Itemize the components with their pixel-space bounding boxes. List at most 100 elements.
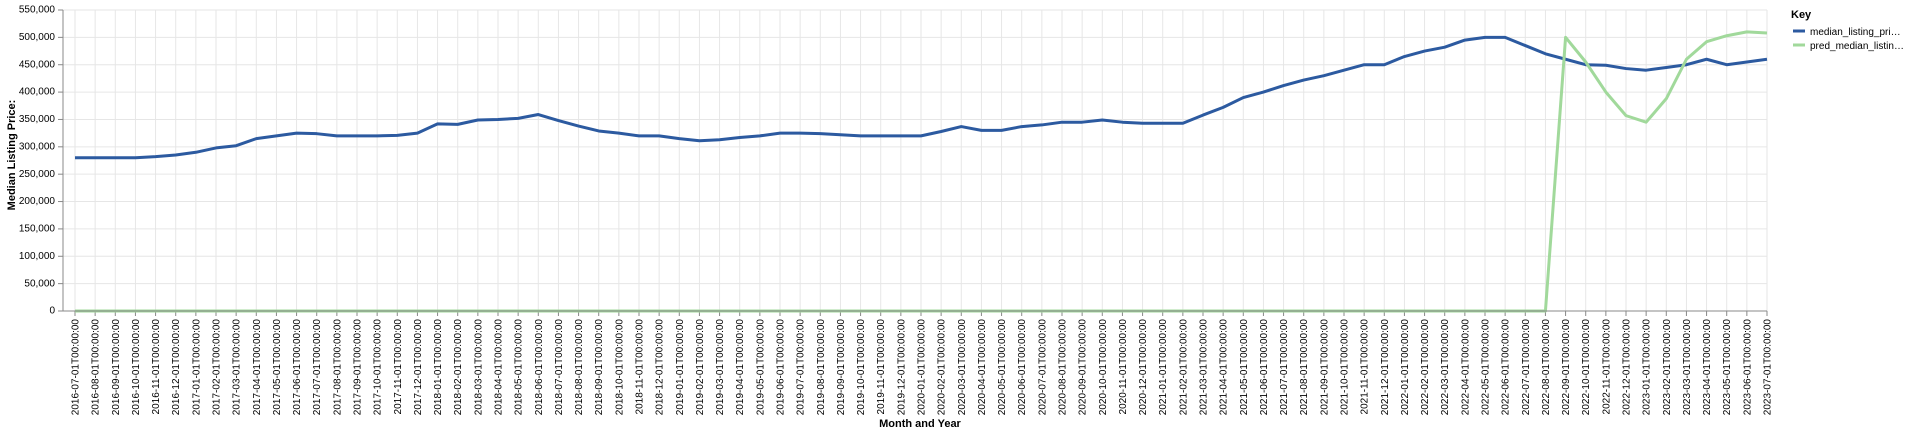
x-tick-label: 2021-01-01T00:00:00	[1158, 319, 1169, 416]
x-tick-label: 2018-02-01T00:00:00	[453, 319, 464, 416]
legend-title: Key	[1791, 9, 1812, 21]
x-tick-label: 2020-09-01T00:00:00	[1078, 319, 1089, 416]
x-tick-label: 2021-09-01T00:00:00	[1319, 319, 1330, 416]
x-tick-label: 2017-07-01T00:00:00	[312, 319, 323, 416]
grid-lines	[63, 9, 1768, 312]
x-tick-label: 2019-02-01T00:00:00	[695, 319, 706, 416]
x-tick-label: 2023-04-01T00:00:00	[1702, 319, 1713, 416]
y-tick-label: 50,000	[24, 278, 55, 289]
x-tick-label: 2022-05-01T00:00:00	[1481, 319, 1492, 416]
legend-label: median_listing_pri…	[1810, 27, 1901, 38]
x-tick-label: 2018-09-01T00:00:00	[594, 319, 605, 416]
x-tick-label: 2016-09-01T00:00:00	[111, 319, 122, 416]
y-tick-label: 100,000	[19, 251, 56, 262]
x-tick-label: 2017-06-01T00:00:00	[292, 319, 303, 416]
x-tick-label: 2017-03-01T00:00:00	[232, 319, 243, 416]
y-tick-label: 350,000	[19, 114, 56, 125]
x-tick-label: 2017-01-01T00:00:00	[191, 319, 202, 416]
x-tick-label: 2022-06-01T00:00:00	[1501, 319, 1512, 416]
x-tick-label: 2019-03-01T00:00:00	[715, 319, 726, 416]
x-tick-label: 2020-06-01T00:00:00	[1017, 319, 1028, 416]
x-tick-label: 2023-03-01T00:00:00	[1682, 319, 1693, 416]
x-tick-label: 2020-02-01T00:00:00	[937, 319, 948, 416]
y-axis-ticks: 0 50,000 100,000 150,000 200,000 250,000 300,0…	[19, 5, 63, 317]
legend: Key median_listing_pri… pred_median_listi…	[1791, 9, 1904, 52]
x-tick-label: 2021-07-01T00:00:00	[1279, 319, 1290, 416]
y-tick-label: 300,000	[19, 141, 56, 152]
x-tick-label: 2018-06-01T00:00:00	[534, 319, 545, 416]
x-tick-label: 2017-04-01T00:00:00	[252, 319, 263, 416]
x-tick-label: 2018-12-01T00:00:00	[655, 319, 666, 416]
y-tick-label: 400,000	[19, 87, 56, 98]
x-tick-label: 2022-02-01T00:00:00	[1420, 319, 1431, 416]
x-tick-label: 2017-05-01T00:00:00	[272, 319, 283, 416]
x-tick-label: 2020-12-01T00:00:00	[1138, 319, 1149, 416]
x-tick-label: 2016-10-01T00:00:00	[131, 319, 142, 416]
x-tick-label: 2023-01-01T00:00:00	[1642, 319, 1653, 416]
x-tick-label: 2020-03-01T00:00:00	[957, 319, 968, 416]
x-tick-label: 2016-12-01T00:00:00	[171, 319, 182, 416]
x-tick-label: 2018-04-01T00:00:00	[494, 319, 505, 416]
x-tick-label: 2019-04-01T00:00:00	[735, 319, 746, 416]
series-line-1	[75, 35, 1768, 160]
x-tick-label: 2021-04-01T00:00:00	[1219, 319, 1230, 416]
x-tick-label: 2021-08-01T00:00:00	[1299, 319, 1310, 416]
x-tick-label: 2019-05-01T00:00:00	[755, 319, 766, 416]
x-tick-label: 2019-08-01T00:00:00	[816, 319, 827, 416]
x-tick-label: 2019-12-01T00:00:00	[896, 319, 907, 416]
x-tick-label: 2021-05-01T00:00:00	[1239, 319, 1250, 416]
x-tick-label: 2023-05-01T00:00:00	[1722, 319, 1733, 416]
axes	[62, 10, 1767, 312]
x-tick-label: 2022-10-01T00:00:00	[1581, 319, 1592, 416]
x-tick-label: 2019-01-01T00:00:00	[675, 319, 686, 416]
x-tick-label: 2016-07-01T00:00:00	[71, 319, 82, 416]
x-tick-label: 2022-03-01T00:00:00	[1440, 319, 1451, 416]
x-tick-label: 2022-01-01T00:00:00	[1400, 319, 1411, 416]
x-tick-label: 2019-10-01T00:00:00	[856, 319, 867, 416]
x-tick-label: 2023-06-01T00:00:00	[1742, 319, 1753, 416]
x-tick-label: 2018-07-01T00:00:00	[554, 319, 565, 416]
x-tick-label: 2019-07-01T00:00:00	[796, 319, 807, 416]
y-tick-label: 550,000	[19, 5, 56, 16]
x-axis-ticks: 2016-07-01T00:00:00 2016-08-01T00:00:00 20…	[71, 311, 1774, 415]
x-tick-label: 2023-02-01T00:00:00	[1662, 319, 1673, 416]
legend-label: pred_median_listin…	[1810, 41, 1904, 52]
x-tick-label: 2022-09-01T00:00:00	[1561, 319, 1572, 416]
x-tick-label: 2018-10-01T00:00:00	[614, 319, 625, 416]
x-tick-label: 2021-03-01T00:00:00	[1199, 319, 1210, 416]
y-tick-label: 250,000	[19, 169, 56, 180]
y-tick-label: 150,000	[19, 224, 56, 235]
x-tick-label: 2016-08-01T00:00:00	[91, 319, 102, 416]
x-tick-label: 2018-08-01T00:00:00	[574, 319, 585, 416]
x-axis-title: Month and Year	[879, 418, 961, 430]
x-tick-label: 2018-03-01T00:00:00	[473, 319, 484, 416]
x-tick-label: 2017-12-01T00:00:00	[413, 319, 424, 416]
y-axis-title: Median Listing Price:	[6, 100, 18, 211]
x-tick-label: 2020-01-01T00:00:00	[917, 319, 928, 416]
y-tick-label: 450,000	[19, 59, 56, 70]
y-tick-label: 500,000	[19, 32, 56, 43]
y-tick-label: 200,000	[19, 196, 56, 207]
x-tick-label: 2017-09-01T00:00:00	[353, 319, 364, 416]
x-tick-label: 2020-05-01T00:00:00	[997, 319, 1008, 416]
x-tick-label: 2022-11-01T00:00:00	[1601, 319, 1612, 415]
x-tick-label: 2016-11-01T00:00:00	[151, 319, 162, 415]
x-tick-label: 2018-05-01T00:00:00	[514, 319, 525, 416]
x-tick-label: 2019-11-01T00:00:00	[876, 319, 887, 415]
x-tick-label: 2017-08-01T00:00:00	[332, 319, 343, 416]
x-tick-label: 2023-07-01T00:00:00	[1763, 319, 1774, 416]
x-tick-label: 2022-12-01T00:00:00	[1622, 319, 1633, 416]
x-tick-label: 2021-12-01T00:00:00	[1380, 319, 1391, 416]
x-tick-label: 2020-08-01T00:00:00	[1058, 319, 1069, 416]
x-tick-label: 2017-02-01T00:00:00	[212, 319, 223, 416]
x-tick-label: 2021-10-01T00:00:00	[1340, 319, 1351, 416]
x-tick-label: 2022-04-01T00:00:00	[1460, 319, 1471, 416]
x-tick-label: 2020-10-01T00:00:00	[1098, 319, 1109, 416]
x-tick-label: 2021-11-01T00:00:00	[1360, 319, 1371, 415]
x-tick-label: 2020-04-01T00:00:00	[977, 319, 988, 416]
x-tick-label: 2017-10-01T00:00:00	[373, 319, 384, 416]
x-tick-label: 2022-07-01T00:00:00	[1521, 319, 1532, 416]
x-tick-label: 2018-01-01T00:00:00	[433, 319, 444, 416]
x-tick-label: 2021-06-01T00:00:00	[1259, 319, 1270, 416]
